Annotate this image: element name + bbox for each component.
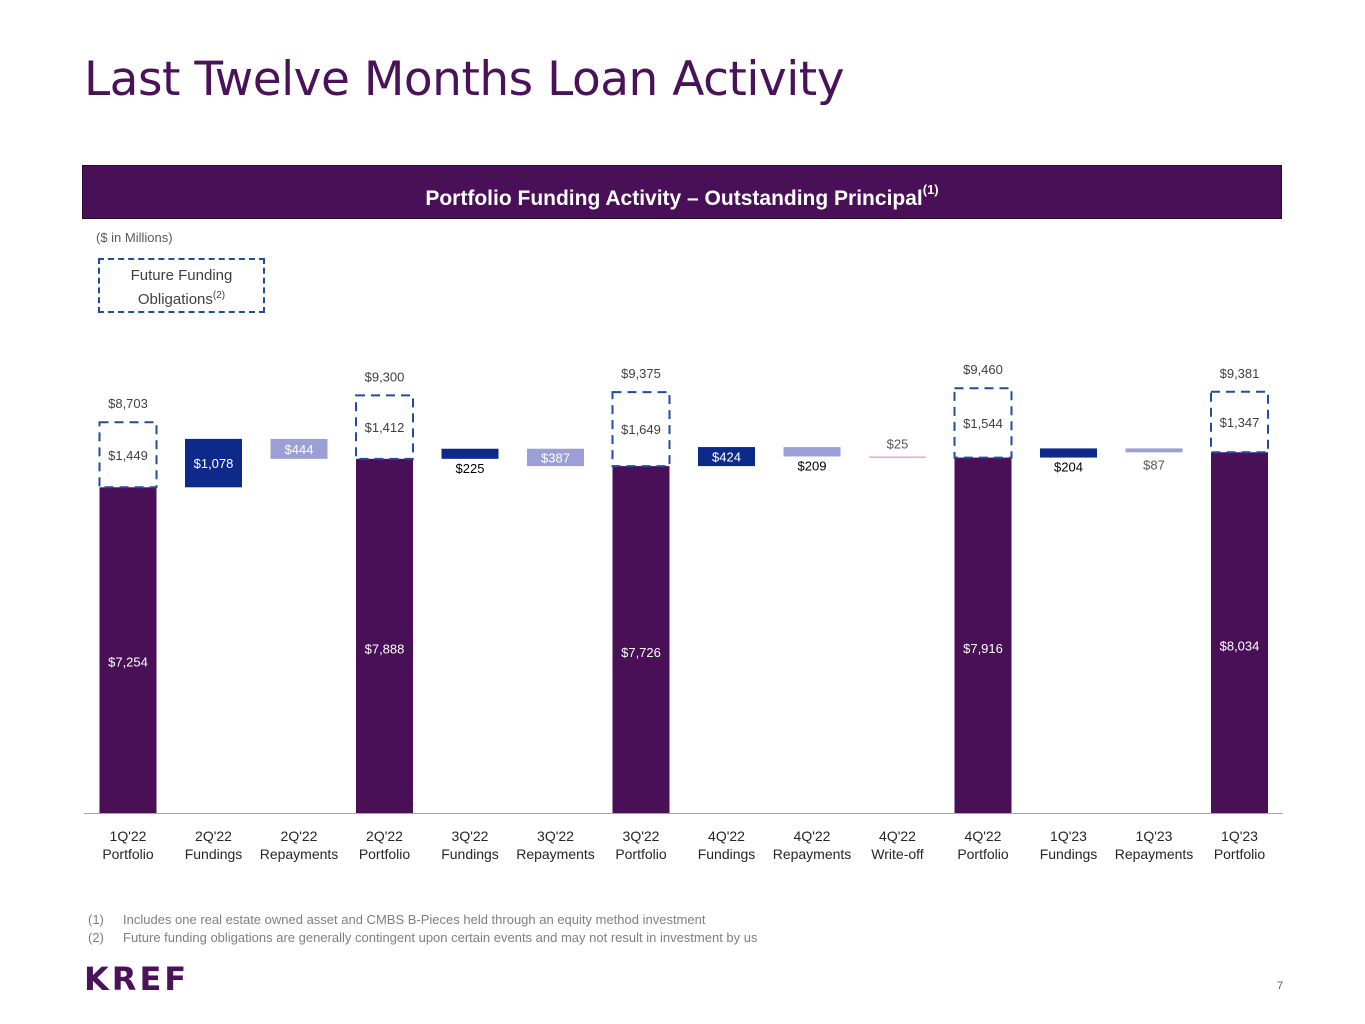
total-label: $9,375 (621, 366, 661, 381)
units-label: ($ in Millions) (96, 230, 173, 245)
bar-writeoff (869, 456, 926, 458)
tick-label: 1Q'23 (1050, 828, 1087, 844)
bar-value-label: $424 (712, 450, 741, 465)
bar-fundings (1040, 448, 1097, 458)
tick-label: Portfolio (1214, 846, 1266, 862)
tick-label: Fundings (1040, 846, 1098, 862)
bar-value-label: $7,888 (365, 642, 405, 657)
tick-label: Portfolio (102, 846, 154, 862)
bar-portfolio (1211, 452, 1268, 813)
tick-label: 3Q'22 (537, 828, 574, 844)
legend-line-1: Future Funding (130, 267, 233, 284)
tick-label: 4Q'22 (794, 828, 831, 844)
bar-repayments (783, 447, 841, 457)
bar-value-label: $25 (887, 436, 909, 451)
tick-label: 1Q'23 (1136, 828, 1173, 844)
tick-label: 2Q'22 (195, 828, 232, 844)
tick-label: 1Q'22 (110, 828, 147, 844)
legend-footnote-ref: (2) (212, 290, 226, 301)
tick-label: 1Q'23 (1221, 828, 1258, 844)
bar-portfolio (356, 458, 413, 813)
tick-label: 3Q'22 (623, 828, 660, 844)
bar-value-label: $225 (456, 461, 485, 476)
page-number: 7 (1277, 980, 1284, 992)
bar-value-label: $204 (1054, 460, 1083, 475)
tick-label: Fundings (698, 846, 756, 862)
tick-label: Portfolio (957, 846, 1009, 862)
bar-portfolio (612, 466, 670, 813)
tick-label: Write-off (871, 846, 923, 862)
future-funding-box (98, 421, 158, 489)
future-funding-box (953, 387, 1013, 459)
page-title: Last Twelve Months Loan Activity (84, 52, 845, 107)
bar-value-label: $387 (541, 450, 570, 465)
future-funding-label: $1,449 (108, 448, 148, 463)
tick-label: Portfolio (615, 846, 667, 862)
total-label: $9,381 (1220, 366, 1260, 381)
bar-value-label: $87 (1143, 457, 1165, 472)
future-funding-label: $1,649 (621, 422, 661, 437)
future-funding-legend: Future Funding Obligations(2) (98, 258, 265, 313)
tick-label: 3Q'22 (452, 828, 489, 844)
future-funding-box (611, 391, 671, 468)
banner-text: Portfolio Funding Activity – Outstanding… (425, 187, 923, 210)
bar-repayments (270, 438, 328, 459)
bar-value-label: $444 (285, 442, 314, 457)
total-label: $9,460 (963, 362, 1003, 377)
bar-fundings (185, 438, 242, 488)
tick-label: 2Q'22 (366, 828, 403, 844)
total-label: $9,300 (365, 369, 405, 384)
tick-label: Fundings (185, 846, 243, 862)
bar-repayments (1125, 448, 1183, 453)
tick-label: Portfolio (359, 846, 411, 862)
bar-value-label: $1,078 (194, 456, 234, 471)
bar-value-label: $7,726 (621, 645, 661, 660)
banner-footnote-ref: (1) (922, 182, 939, 197)
tick-label: 2Q'22 (281, 828, 318, 844)
footnote-2: (2) Future funding obligations are genera… (88, 930, 758, 945)
future-funding-label: $1,544 (963, 416, 1003, 431)
bar-portfolio (954, 457, 1012, 813)
kref-logo: KREF (84, 960, 190, 998)
bar-value-label: $7,916 (963, 641, 1003, 656)
future-funding-label: $1,412 (365, 420, 405, 435)
legend-line-2: Obligations(2) (137, 290, 226, 308)
bar-value-label: $8,034 (1220, 639, 1260, 654)
bar-fundings (698, 447, 755, 467)
footnote-1: (1) Includes one real estate owned asset … (88, 912, 706, 927)
tick-label: 4Q'22 (965, 828, 1002, 844)
tick-label: 4Q'22 (879, 828, 916, 844)
future-funding-label: $1,347 (1220, 415, 1260, 430)
bar-repayments (527, 448, 584, 467)
tick-label: Repayments (1115, 846, 1194, 862)
tick-label: 4Q'22 (708, 828, 745, 844)
bar-portfolio (99, 487, 157, 813)
bar-fundings (441, 448, 499, 459)
total-label: $8,703 (108, 396, 148, 411)
tick-label: Repayments (516, 846, 595, 862)
bar-value-label: $7,254 (108, 654, 148, 669)
tick-label: Fundings (441, 846, 499, 862)
chart-banner: Portfolio Funding Activity – Outstanding… (82, 165, 1282, 219)
bar-value-label: $209 (798, 458, 827, 473)
tick-label: Repayments (260, 846, 339, 862)
tick-label: Repayments (773, 846, 852, 862)
